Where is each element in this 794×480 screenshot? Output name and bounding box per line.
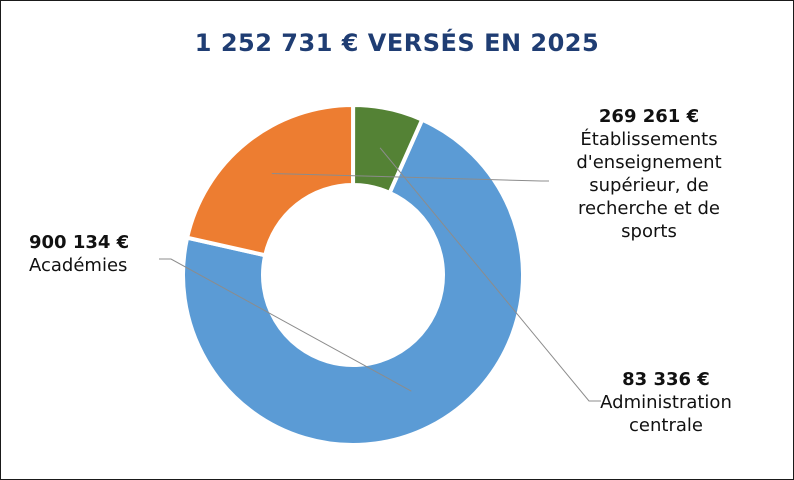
value-label-academies: 900 134 € (29, 232, 130, 253)
slice-academies (181, 117, 525, 447)
leader-line-academies (159, 258, 412, 392)
slice-administration (351, 103, 425, 195)
leader-line-administration (379, 147, 601, 402)
chart-title: 1 252 731 € VERSÉS EN 2025 (194, 29, 600, 57)
label-etablissements: 269 261 € Établissements d'enseignement … (549, 105, 749, 243)
label-academies: 900 134 € Académies (29, 231, 189, 277)
category-label-academies: Académies (29, 255, 128, 276)
category-label-administration: Administration centrale (600, 392, 732, 436)
leader-line-etablissements (271, 172, 549, 182)
value-label-administration: 83 336 € (622, 369, 710, 390)
category-label-etablissements: Établissements d'enseignement supérieur,… (576, 129, 722, 242)
value-label-etablissements: 269 261 € (598, 106, 700, 127)
label-administration: 83 336 € Administration centrale (576, 368, 756, 437)
slice-etablissements (185, 102, 356, 258)
